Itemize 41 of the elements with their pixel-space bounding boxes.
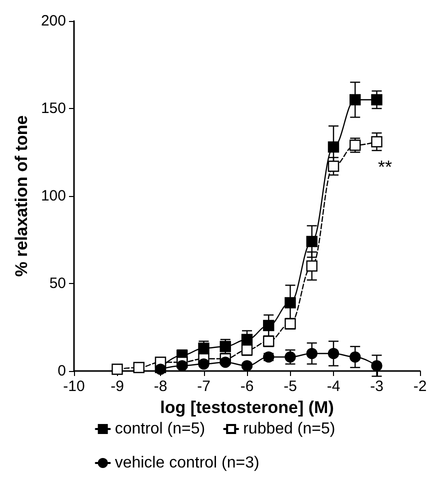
- y-tick-label: 50: [49, 275, 66, 292]
- legend-label: vehicle control (n=3): [114, 454, 260, 472]
- point: [241, 344, 253, 356]
- point: [328, 141, 340, 153]
- y-tick-label: 200: [40, 12, 66, 30]
- x-tick-label: -8: [154, 378, 168, 395]
- x-tick-label: -6: [240, 378, 254, 395]
- y-tick-label: 0: [58, 362, 66, 380]
- point: [350, 94, 361, 106]
- point: [371, 136, 382, 148]
- x-tick-label: -5: [284, 378, 297, 395]
- point: [306, 236, 318, 248]
- annotation: **: [378, 157, 392, 177]
- x-tick-label: -9: [110, 378, 124, 395]
- point: [306, 348, 318, 360]
- x-tick-label: -3: [370, 378, 384, 395]
- point: [198, 358, 210, 370]
- x-tick-label: -10: [63, 378, 85, 395]
- x-tick-label: -2: [413, 378, 427, 395]
- point: [328, 160, 340, 172]
- legend-label: control (n=5): [114, 420, 206, 438]
- x-tick-label: -7: [197, 378, 210, 395]
- y-tick-label: 150: [40, 100, 66, 117]
- point: [306, 260, 318, 272]
- legend-label: rubbed (n=5): [243, 420, 336, 438]
- point: [284, 297, 296, 308]
- point: [154, 364, 166, 375]
- x-axis-title: log [testosterone] (M): [160, 398, 334, 417]
- point: [350, 351, 361, 363]
- point: [112, 364, 123, 375]
- point: [241, 360, 253, 372]
- x-tick-label: -4: [326, 378, 340, 395]
- point: [241, 334, 253, 346]
- point: [263, 320, 274, 332]
- point: [133, 362, 144, 374]
- point: [371, 94, 382, 106]
- y-tick-label: 100: [40, 188, 66, 204]
- point: [328, 348, 340, 360]
- point: [176, 360, 188, 372]
- y-axis-title: % relaxation of tone: [12, 115, 32, 277]
- point: [371, 360, 382, 372]
